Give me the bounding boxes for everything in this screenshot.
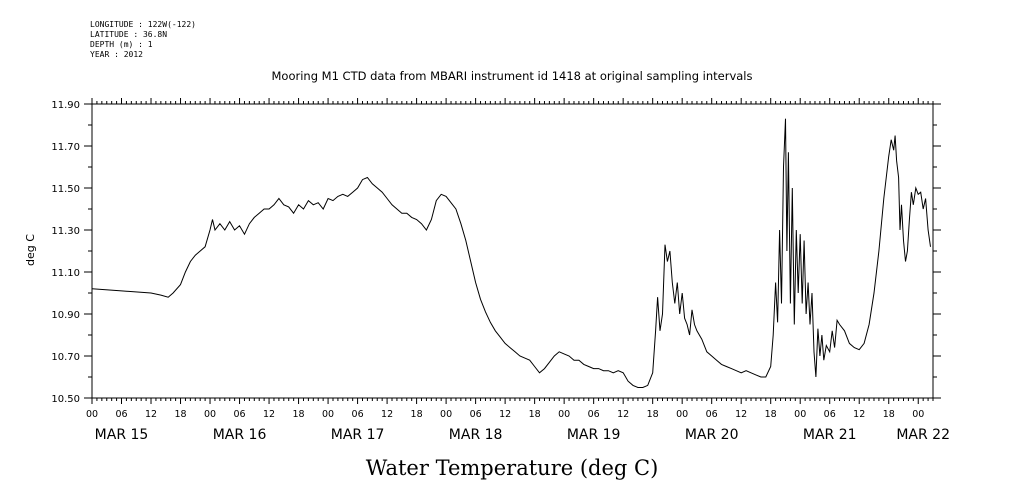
x-tick-label: 00 [794,409,806,420]
y-tick-label: 11.50 [51,184,80,195]
x-tick-label: 12 [145,409,157,420]
x-tick-label: 18 [647,409,659,420]
x-tick-label: 00 [440,409,452,420]
x-day-label: MAR 15 [95,427,149,443]
y-tick-label: 11.30 [51,226,80,237]
x-tick-label: 18 [293,409,305,420]
y-tick-label: 10.50 [51,394,80,405]
x-tick-label: 12 [617,409,629,420]
x-tick-label: 06 [824,409,836,420]
x-day-label: MAR 18 [449,427,503,443]
x-tick-label: 06 [233,409,245,420]
x-day-label: MAR 17 [331,427,385,443]
longitude-text: LONGITUDE : 122W(-122) [90,20,196,29]
y-tick-label: 10.90 [51,310,80,321]
plot-frame [91,103,934,399]
x-tick-label: 00 [676,409,688,420]
year-text: YEAR : 2012 [90,50,143,59]
x-tick-label: 00 [558,409,570,420]
x-tick-label: 06 [706,409,718,420]
x-day-label: MAR 21 [803,427,857,443]
x-day-label: MAR 16 [213,427,267,443]
x-tick-label: 00 [204,409,216,420]
metadata-block: LONGITUDE : 122W(-122) LATITUDE : 36.8N … [90,20,196,60]
x-tick-label: 12 [853,409,865,420]
x-axis-label: Water Temperature (deg C) [366,456,659,480]
x-tick-label: 18 [883,409,895,420]
y-axis-label: deg C [24,234,37,266]
latitude-text: LATITUDE : 36.8N [90,30,168,39]
x-tick-label: 00 [322,409,334,420]
x-day-label: MAR 19 [567,427,621,443]
x-tick-label: 12 [381,409,393,420]
y-tick-label: 11.10 [51,268,80,279]
x-tick-label: 12 [735,409,747,420]
x-tick-label: 18 [765,409,777,420]
x-tick-label: 12 [263,409,275,420]
x-tick-label: 00 [912,409,924,420]
x-day-label: MAR 20 [685,427,739,443]
depth-text: DEPTH (m) : 1 [90,40,153,49]
x-tick-label: 12 [499,409,511,420]
chart-title: Mooring M1 CTD data from MBARI instrumen… [272,69,753,83]
x-tick-label: 06 [470,409,482,420]
x-tick-label: 06 [588,409,600,420]
x-tick-label: 00 [86,409,98,420]
x-tick-label: 06 [352,409,364,420]
x-day-label: MAR 22 [896,427,950,443]
y-tick-label: 11.70 [51,142,80,153]
x-tick-label: 06 [115,409,127,420]
x-tick-label: 18 [411,409,423,420]
x-tick-label: 18 [174,409,186,420]
x-tick-label: 18 [529,409,541,420]
water-temperature-line [91,118,931,388]
y-tick-label: 11.90 [51,100,80,111]
y-tick-label: 10.70 [51,352,80,363]
